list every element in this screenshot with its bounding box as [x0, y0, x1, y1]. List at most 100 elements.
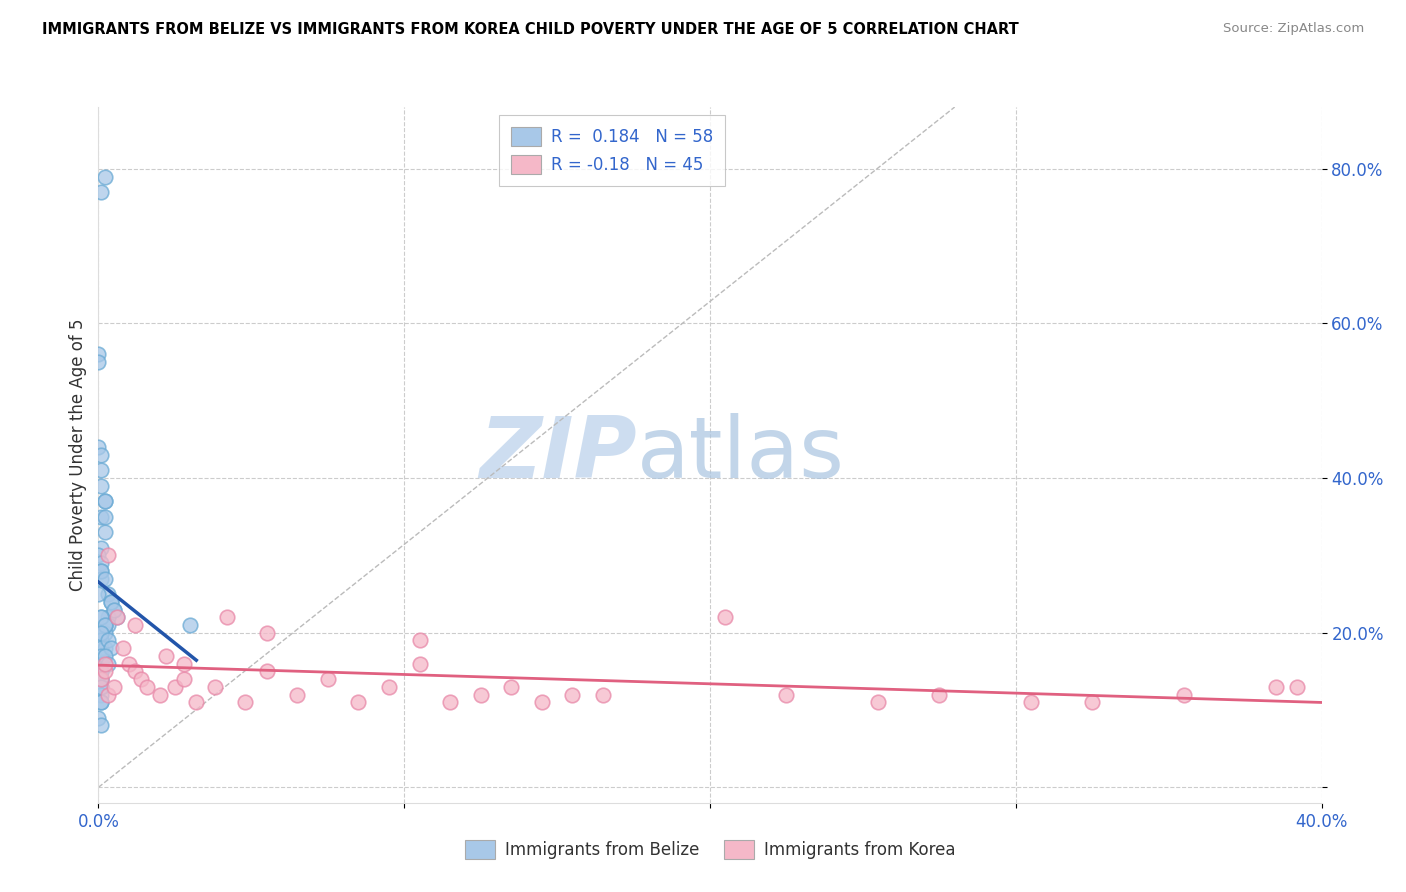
Point [155, 648, 177, 663]
Point [90, 509, 112, 524]
Point [93, 525, 115, 540]
Point [90, 695, 112, 709]
Point [97, 633, 120, 648]
Point [97, 688, 120, 702]
Point [90, 541, 112, 555]
Point [97, 657, 120, 671]
Point [90, 665, 112, 679]
Point [97, 618, 120, 632]
Point [90, 625, 112, 640]
Point [97, 549, 120, 563]
Y-axis label: Child Poverty Under the Age of 5: Child Poverty Under the Age of 5 [69, 318, 87, 591]
Point [1019, 695, 1042, 709]
Point [90, 564, 112, 578]
Point [149, 688, 172, 702]
Point [93, 618, 115, 632]
Point [90, 633, 112, 648]
Point [93, 648, 115, 663]
Point [1173, 688, 1195, 702]
Point [118, 657, 141, 671]
Point [93, 625, 115, 640]
Point [501, 680, 523, 694]
Point [103, 680, 125, 694]
Point [179, 618, 201, 632]
Point [124, 665, 146, 679]
Point [215, 610, 238, 624]
Point [97, 610, 120, 624]
Point [90, 695, 112, 709]
Point [93, 494, 115, 508]
Point [90, 657, 112, 671]
Point [93, 572, 115, 586]
Point [90, 556, 112, 570]
Point [90, 463, 112, 477]
Point [775, 688, 797, 702]
Point [90, 610, 112, 624]
Point [103, 602, 125, 616]
Point [90, 185, 112, 199]
Point [90, 564, 112, 578]
Point [90, 641, 112, 656]
Point [285, 688, 308, 702]
Point [90, 688, 112, 702]
Point [93, 618, 115, 632]
Point [105, 610, 128, 624]
Point [90, 448, 112, 462]
Point [408, 633, 430, 648]
Point [1081, 695, 1104, 709]
Point [90, 479, 112, 493]
Point [868, 695, 890, 709]
Point [87, 440, 110, 454]
Point [97, 587, 120, 601]
Point [100, 641, 122, 656]
Point [408, 657, 430, 671]
Point [90, 625, 112, 640]
Point [87, 347, 110, 361]
Point [93, 169, 115, 184]
Point [90, 672, 112, 686]
Point [105, 610, 128, 624]
Point [928, 688, 950, 702]
Point [561, 688, 583, 702]
Point [90, 680, 112, 694]
Point [439, 695, 461, 709]
Point [100, 595, 122, 609]
Point [87, 549, 110, 563]
Text: atlas: atlas [637, 413, 845, 497]
Point [124, 618, 146, 632]
Point [204, 680, 226, 694]
Point [256, 625, 278, 640]
Point [129, 672, 152, 686]
Text: ZIP: ZIP [479, 413, 637, 497]
Point [93, 665, 115, 679]
Point [233, 695, 256, 709]
Point [316, 672, 339, 686]
Point [163, 680, 186, 694]
Point [90, 665, 112, 679]
Point [1264, 680, 1286, 694]
Point [93, 618, 115, 632]
Point [90, 672, 112, 686]
Point [90, 648, 112, 663]
Point [100, 595, 122, 609]
Point [378, 680, 401, 694]
Point [87, 355, 110, 369]
Point [103, 602, 125, 616]
Point [93, 509, 115, 524]
Point [90, 680, 112, 694]
Point [347, 695, 370, 709]
Point [1286, 680, 1309, 694]
Point [186, 695, 208, 709]
Point [93, 494, 115, 508]
Text: IMMIGRANTS FROM BELIZE VS IMMIGRANTS FROM KOREA CHILD POVERTY UNDER THE AGE OF 5: IMMIGRANTS FROM BELIZE VS IMMIGRANTS FRO… [42, 22, 1019, 37]
Point [87, 711, 110, 725]
Point [90, 572, 112, 586]
Point [470, 688, 492, 702]
Point [111, 641, 134, 656]
Point [93, 657, 115, 671]
Point [714, 610, 737, 624]
Point [530, 695, 553, 709]
Point [93, 641, 115, 656]
Point [90, 672, 112, 686]
Point [90, 610, 112, 624]
